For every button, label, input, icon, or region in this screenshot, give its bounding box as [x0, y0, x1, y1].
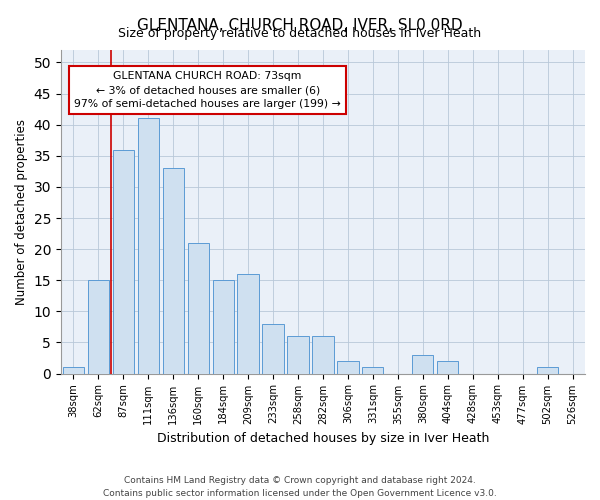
Bar: [88, 280, 109, 374]
Bar: [313, 336, 334, 374]
Bar: [63, 368, 84, 374]
Bar: [163, 168, 184, 374]
Text: Size of property relative to detached houses in Iver Heath: Size of property relative to detached ho…: [118, 28, 482, 40]
Bar: [337, 361, 359, 374]
Bar: [362, 368, 383, 374]
Bar: [137, 118, 159, 374]
Bar: [212, 280, 234, 374]
Text: Contains HM Land Registry data © Crown copyright and database right 2024.
Contai: Contains HM Land Registry data © Crown c…: [103, 476, 497, 498]
Bar: [113, 150, 134, 374]
Text: GLENTANA CHURCH ROAD: 73sqm
← 3% of detached houses are smaller (6)
97% of semi-: GLENTANA CHURCH ROAD: 73sqm ← 3% of deta…: [74, 71, 341, 109]
Bar: [238, 274, 259, 374]
Bar: [188, 243, 209, 374]
X-axis label: Distribution of detached houses by size in Iver Heath: Distribution of detached houses by size …: [157, 432, 489, 445]
Bar: [262, 324, 284, 374]
Bar: [412, 355, 433, 374]
Y-axis label: Number of detached properties: Number of detached properties: [15, 119, 28, 305]
Text: GLENTANA, CHURCH ROAD, IVER, SL0 0RD: GLENTANA, CHURCH ROAD, IVER, SL0 0RD: [137, 18, 463, 32]
Bar: [437, 361, 458, 374]
Bar: [537, 368, 558, 374]
Bar: [287, 336, 308, 374]
